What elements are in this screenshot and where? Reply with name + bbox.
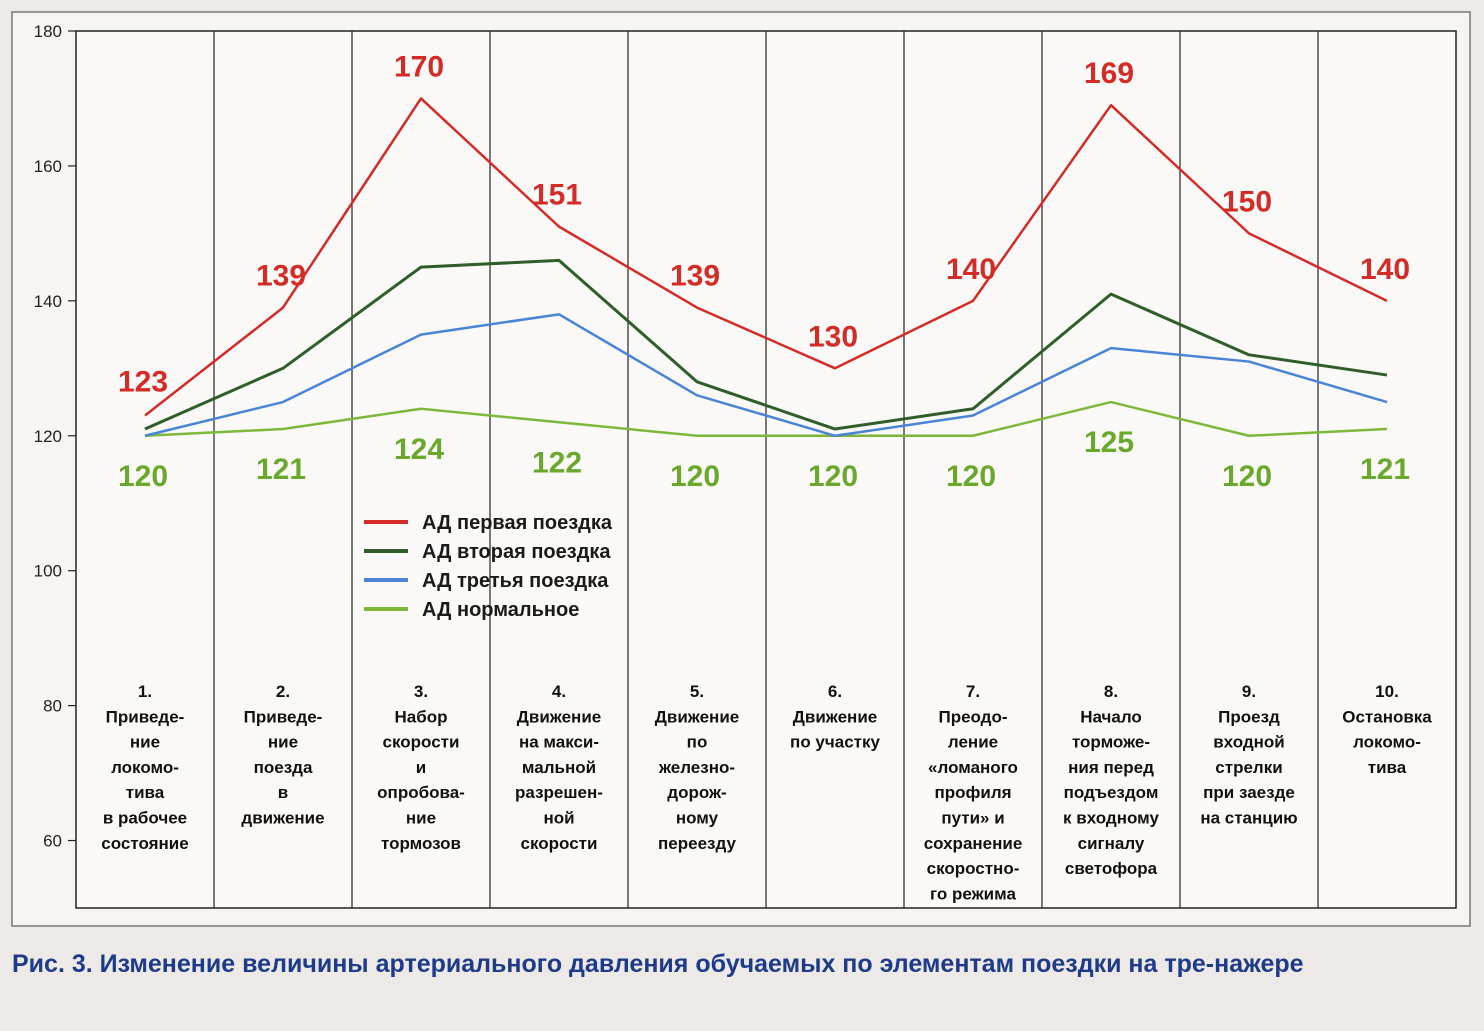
series-line-2 — [144, 258, 1388, 431]
data-label: 120 — [946, 460, 996, 493]
data-label: 139 — [670, 260, 720, 293]
data-label: 120 — [118, 460, 168, 493]
data-label: 139 — [256, 260, 306, 293]
category-label: 7. Преодо-ление «ломаного профиля пути» и сох… — [924, 682, 1023, 903]
data-label: 123 — [118, 366, 168, 399]
data-label: 151 — [532, 179, 582, 212]
data-label: 140 — [946, 253, 996, 286]
data-label: 130 — [808, 320, 858, 353]
category-label: 8. Начало торможе-ния перед подъездом к вход… — [1063, 682, 1159, 878]
category-label: 5. Движение по железно-дорож-ному переезду — [655, 682, 739, 853]
legend-label: АД нормальное — [422, 599, 579, 621]
category-label: 6. Движение по участку — [790, 682, 880, 752]
y-tick-label: 120 — [34, 427, 62, 446]
legend-label: АД первая поездка — [422, 512, 613, 534]
data-label: 121 — [256, 453, 306, 486]
y-tick-label: 140 — [34, 292, 62, 311]
data-label: 170 — [394, 50, 444, 83]
data-label: 124 — [394, 433, 444, 466]
category-label: 9. Проезд входной стрелки при заезде на станц… — [1200, 682, 1297, 828]
category-label: 10. Остановка локомо-тива — [1342, 682, 1432, 777]
category-label: 2. Приведе-ние поезда в движение — [241, 682, 324, 828]
category-label: 4. Движение на макси-мальной разрешен-ной ск… — [515, 682, 603, 853]
data-label: 169 — [1084, 57, 1134, 90]
series-line-3 — [144, 313, 1388, 438]
y-tick-label: 180 — [34, 22, 62, 41]
data-label: 125 — [1084, 426, 1134, 459]
category-label: 1. Приведе-ние локомо-тива в рабочее состоян… — [101, 682, 188, 853]
data-label: 120 — [1222, 460, 1272, 493]
category-label: 3. Набор скорости и опробова-ние тормозов — [377, 682, 465, 853]
chart: 60 80 100 120 140 160 180 1. Приведе-ние локомо-т… — [11, 11, 1471, 927]
legend-label: АД третья поездка — [422, 570, 609, 592]
data-label: 150 — [1222, 185, 1272, 218]
y-tick-label: 160 — [34, 157, 62, 176]
series-line-4 — [144, 400, 1388, 438]
figure-caption: Рис. 3. Изменение величины артериального… — [12, 950, 1304, 978]
data-label: 122 — [532, 446, 582, 479]
data-label: 140 — [1360, 253, 1410, 286]
data-label: 121 — [1360, 453, 1410, 486]
legend-label: АД вторая поездка — [422, 541, 611, 563]
y-tick-label: 60 — [43, 832, 62, 851]
y-tick-label: 80 — [43, 697, 62, 716]
data-label: 120 — [670, 460, 720, 493]
series-line-1 — [144, 97, 1388, 417]
y-tick-label: 100 — [34, 562, 62, 581]
data-label: 120 — [808, 460, 858, 493]
